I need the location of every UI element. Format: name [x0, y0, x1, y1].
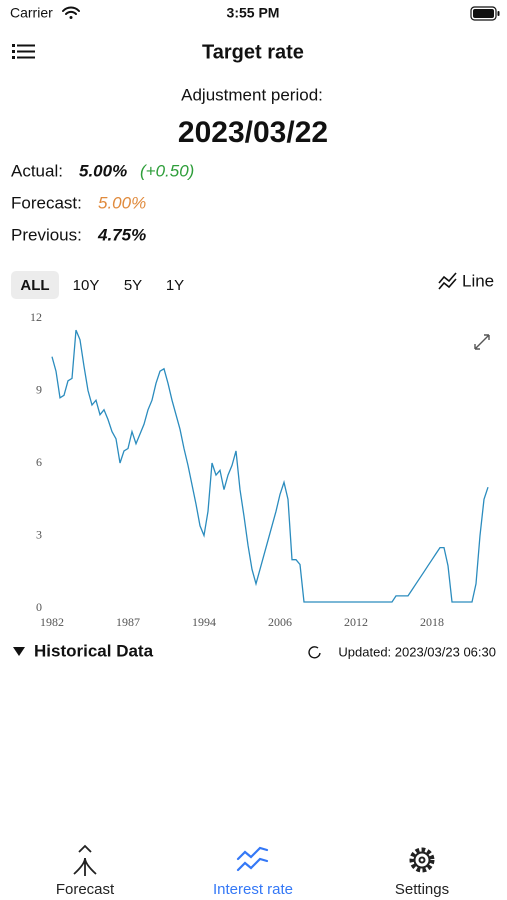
range-tab[interactable]: 5Y [124, 277, 142, 294]
range-tab[interactable]: 1Y [166, 277, 184, 294]
range-tab[interactable]: ALL [11, 271, 59, 299]
settings-icon [409, 847, 435, 873]
toggle-label: Line [462, 271, 494, 290]
battery-icon [470, 6, 500, 21]
forecast-icon [73, 844, 97, 876]
historical-title: Historical Data [34, 641, 154, 660]
range-tab-label: ALL [20, 277, 49, 294]
expand-button[interactable] [474, 334, 490, 350]
x-tick-label: 1987 [116, 615, 140, 629]
clock: 3:55 PM [227, 5, 280, 21]
interest-rate-icon [236, 846, 269, 872]
stat-label: Previous: [11, 225, 82, 244]
menu-button[interactable] [12, 44, 35, 59]
x-tick-label: 2012 [344, 615, 368, 629]
range-tab[interactable]: 10Y [73, 277, 100, 294]
period-label: Adjustment period: [181, 85, 323, 104]
refresh-icon [308, 646, 321, 659]
tab-label[interactable]: Settings [395, 881, 449, 898]
tab-label[interactable]: Forecast [56, 881, 115, 898]
y-tick-label: 6 [36, 455, 42, 469]
line-toggle[interactable]: Line [438, 271, 494, 290]
y-tick-label: 12 [30, 310, 42, 324]
y-tick-label: 0 [36, 600, 42, 614]
historical-toggle[interactable]: Historical Data [13, 641, 154, 660]
rate-line [51, 329, 489, 603]
range-tab-bg [11, 271, 59, 299]
x-tick-label: 1982 [40, 615, 64, 629]
stat-label: Forecast: [11, 193, 82, 212]
range-tab-label: 10Y [73, 277, 100, 294]
stat-label: Actual: [11, 161, 63, 180]
forecast-value: 5.00% [98, 193, 146, 212]
x-tick-label: 1994 [192, 615, 216, 629]
previous-value: 4.75% [97, 225, 146, 244]
actual-value: 5.00% [79, 161, 127, 180]
carrier: Carrier [10, 5, 53, 21]
y-tick-label: 3 [36, 527, 42, 541]
updated-time: Updated: 2023/03/23 06:30 [338, 644, 496, 659]
actual-change: (+0.50) [140, 161, 194, 180]
x-tick-label: 2018 [420, 615, 444, 629]
period-date: 2023/03/22 [178, 116, 328, 149]
wifi-icon [62, 6, 80, 19]
range-tab-label: 1Y [166, 277, 184, 294]
screen-title: Target rate [202, 41, 304, 63]
x-tick-label: 2006 [268, 615, 292, 629]
y-tick-label: 9 [36, 382, 42, 396]
range-tab-label: 5Y [124, 277, 142, 294]
tab-label[interactable]: Interest rate [213, 881, 293, 898]
